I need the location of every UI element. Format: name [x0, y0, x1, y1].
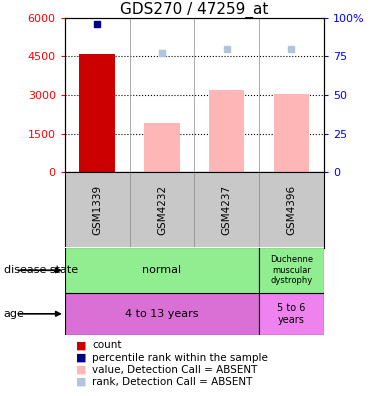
Text: 5 to 6
years: 5 to 6 years — [277, 303, 306, 325]
Text: rank, Detection Call = ABSENT: rank, Detection Call = ABSENT — [92, 377, 253, 387]
Text: 4 to 13 years: 4 to 13 years — [125, 309, 199, 319]
Title: GDS270 / 47259_at: GDS270 / 47259_at — [120, 2, 269, 18]
Bar — [65, 293, 259, 335]
Text: GSM1339: GSM1339 — [92, 185, 102, 235]
Text: count: count — [92, 340, 122, 350]
Text: percentile rank within the sample: percentile rank within the sample — [92, 352, 268, 363]
Text: ■: ■ — [76, 377, 86, 387]
Bar — [144, 124, 180, 172]
Text: GSM4237: GSM4237 — [222, 185, 232, 235]
Bar — [259, 248, 324, 293]
Text: normal: normal — [142, 265, 181, 275]
Text: GSM4396: GSM4396 — [286, 185, 296, 235]
Bar — [209, 90, 245, 172]
Bar — [65, 248, 259, 293]
Text: disease state: disease state — [4, 265, 78, 275]
Bar — [273, 94, 309, 172]
Text: age: age — [4, 309, 24, 319]
Text: ■: ■ — [76, 365, 86, 375]
Text: ■: ■ — [76, 340, 86, 350]
Text: GSM4232: GSM4232 — [157, 185, 167, 235]
Text: Duchenne
muscular
dystrophy: Duchenne muscular dystrophy — [270, 255, 313, 285]
Bar — [259, 293, 324, 335]
Text: ■: ■ — [76, 352, 86, 363]
Bar — [79, 54, 115, 172]
Text: value, Detection Call = ABSENT: value, Detection Call = ABSENT — [92, 365, 258, 375]
